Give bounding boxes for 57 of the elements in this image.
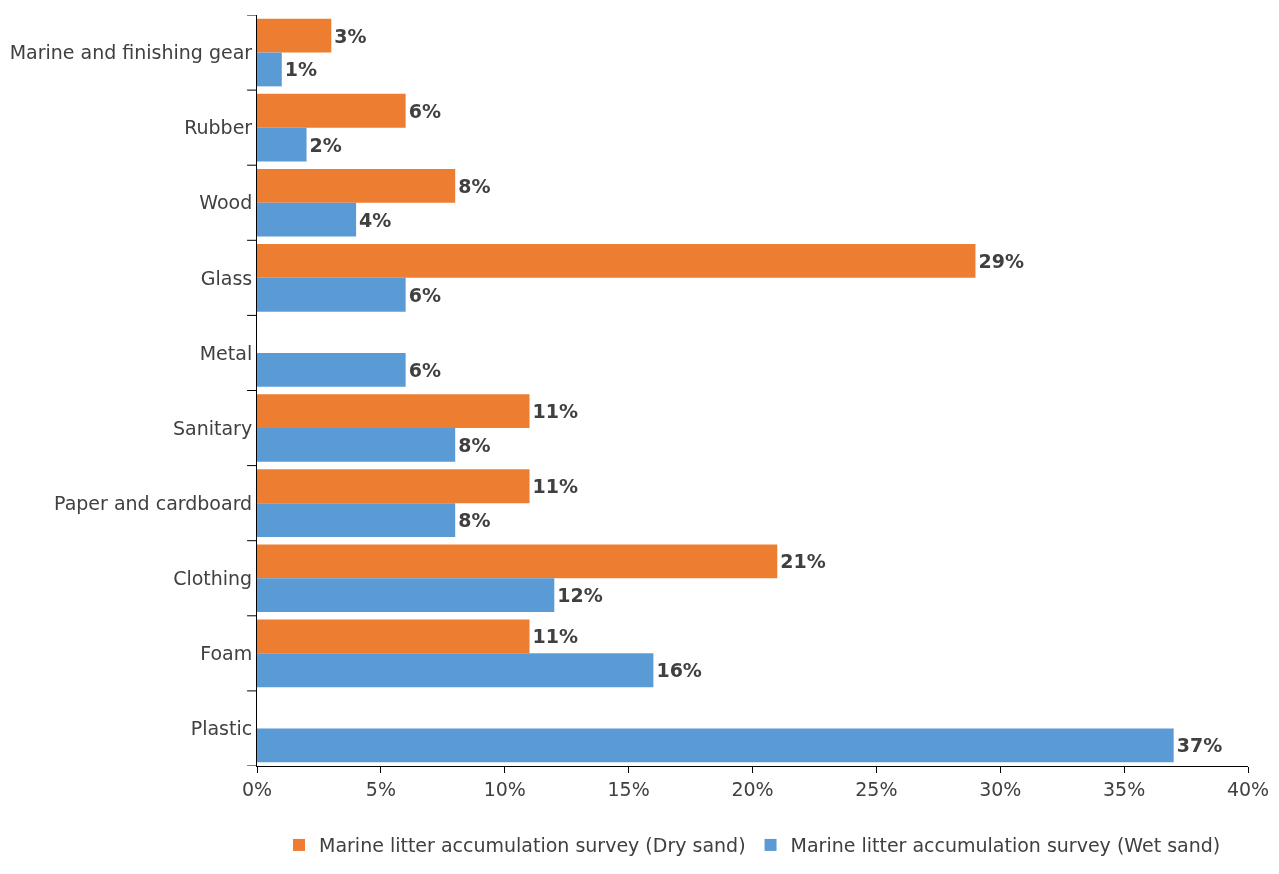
bar bbox=[257, 578, 555, 613]
x-tick-label: 0% bbox=[241, 777, 273, 800]
data-label: 11% bbox=[532, 625, 578, 648]
legend-label: Marine litter accumulation survey (Wet sand) bbox=[790, 834, 1221, 857]
bar bbox=[257, 168, 456, 203]
bar bbox=[257, 653, 654, 688]
data-label: 16% bbox=[656, 659, 702, 682]
data-label: 6% bbox=[408, 283, 441, 306]
bar bbox=[257, 52, 282, 87]
y-tick-label: Marine and finishing gear bbox=[9, 41, 253, 64]
bar bbox=[257, 544, 778, 579]
x-tick-label: 20% bbox=[731, 777, 774, 800]
bar bbox=[257, 503, 456, 537]
data-label: 8% bbox=[458, 509, 491, 532]
y-tick-label: Clothing bbox=[173, 566, 253, 589]
bar bbox=[257, 728, 1174, 763]
data-label: 8% bbox=[458, 174, 491, 197]
x-tick-label: 25% bbox=[855, 777, 898, 800]
data-label: 21% bbox=[780, 550, 826, 573]
bar bbox=[257, 619, 530, 654]
x-tick-label: 10% bbox=[483, 777, 526, 800]
bar bbox=[257, 127, 307, 162]
y-tick-label: Rubber bbox=[184, 116, 253, 139]
x-tick-label: 35% bbox=[1103, 777, 1146, 800]
y-tick-label: Paper and cardboard bbox=[54, 491, 253, 514]
bar bbox=[257, 202, 357, 237]
bar bbox=[257, 352, 406, 387]
bar bbox=[257, 18, 332, 53]
data-label: 11% bbox=[532, 400, 578, 423]
data-label: 4% bbox=[359, 208, 392, 231]
y-tick-label: Plastic bbox=[190, 717, 253, 740]
legend-label: Marine litter accumulation survey (Dry sand) bbox=[319, 834, 746, 857]
bar bbox=[257, 394, 530, 429]
data-label: 29% bbox=[978, 249, 1024, 272]
data-label: 37% bbox=[1176, 734, 1223, 757]
bar bbox=[257, 428, 456, 462]
bar bbox=[257, 277, 406, 312]
data-label: 8% bbox=[458, 433, 491, 456]
data-label: 6% bbox=[408, 358, 441, 381]
data-label: 1% bbox=[284, 58, 318, 81]
bar bbox=[257, 244, 976, 278]
data-label: 2% bbox=[309, 133, 342, 156]
y-tick-label: Sanitary bbox=[173, 416, 253, 439]
bar bbox=[257, 93, 406, 128]
data-label: 11% bbox=[532, 475, 578, 498]
x-tick-label: 40% bbox=[1226, 777, 1270, 800]
y-tick-label: Metal bbox=[199, 341, 253, 364]
data-label: 3% bbox=[334, 24, 367, 47]
x-tick-label: 15% bbox=[607, 777, 650, 800]
x-tick-label: 5% bbox=[365, 777, 396, 800]
y-tick-label: Glass bbox=[200, 266, 253, 289]
data-label: 12% bbox=[557, 584, 603, 607]
y-tick-label: Foam bbox=[200, 642, 253, 664]
x-tick-label: 30% bbox=[979, 777, 1022, 800]
y-tick-label: Wood bbox=[199, 191, 253, 214]
data-label: 6% bbox=[408, 99, 441, 122]
bar bbox=[257, 469, 530, 504]
